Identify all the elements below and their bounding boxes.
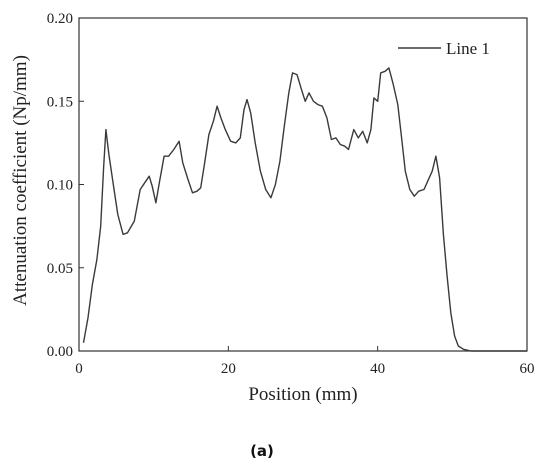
x-axis-title: Position (mm)	[248, 384, 357, 405]
series-line	[82, 67, 527, 352]
series-layer	[82, 67, 527, 352]
x-tick-label: 0	[75, 361, 83, 377]
y-tick-label: 0.00	[47, 344, 73, 360]
x-tick-label: 60	[520, 361, 535, 377]
plot-frame	[78, 17, 528, 352]
y-axis-title: Attenuation coefficient (Np/mm)	[10, 55, 31, 306]
x-axis-ticks: 0 20 40 60	[75, 346, 535, 377]
legend: Line 1	[398, 39, 490, 58]
x-tick-label: 20	[221, 361, 236, 377]
x-tick-label: 40	[370, 361, 385, 377]
y-tick-label: 0.10	[47, 178, 73, 194]
legend-label: Line 1	[446, 39, 490, 58]
plot-area-border	[78, 17, 528, 352]
y-tick-label: 0.05	[47, 261, 73, 277]
y-tick-label: 0.20	[47, 11, 73, 27]
y-axis-ticks: 0.00 0.05 0.10 0.15 0.20	[47, 11, 84, 360]
y-tick-label: 0.15	[47, 94, 73, 110]
figure-caption: (a)	[250, 442, 274, 460]
